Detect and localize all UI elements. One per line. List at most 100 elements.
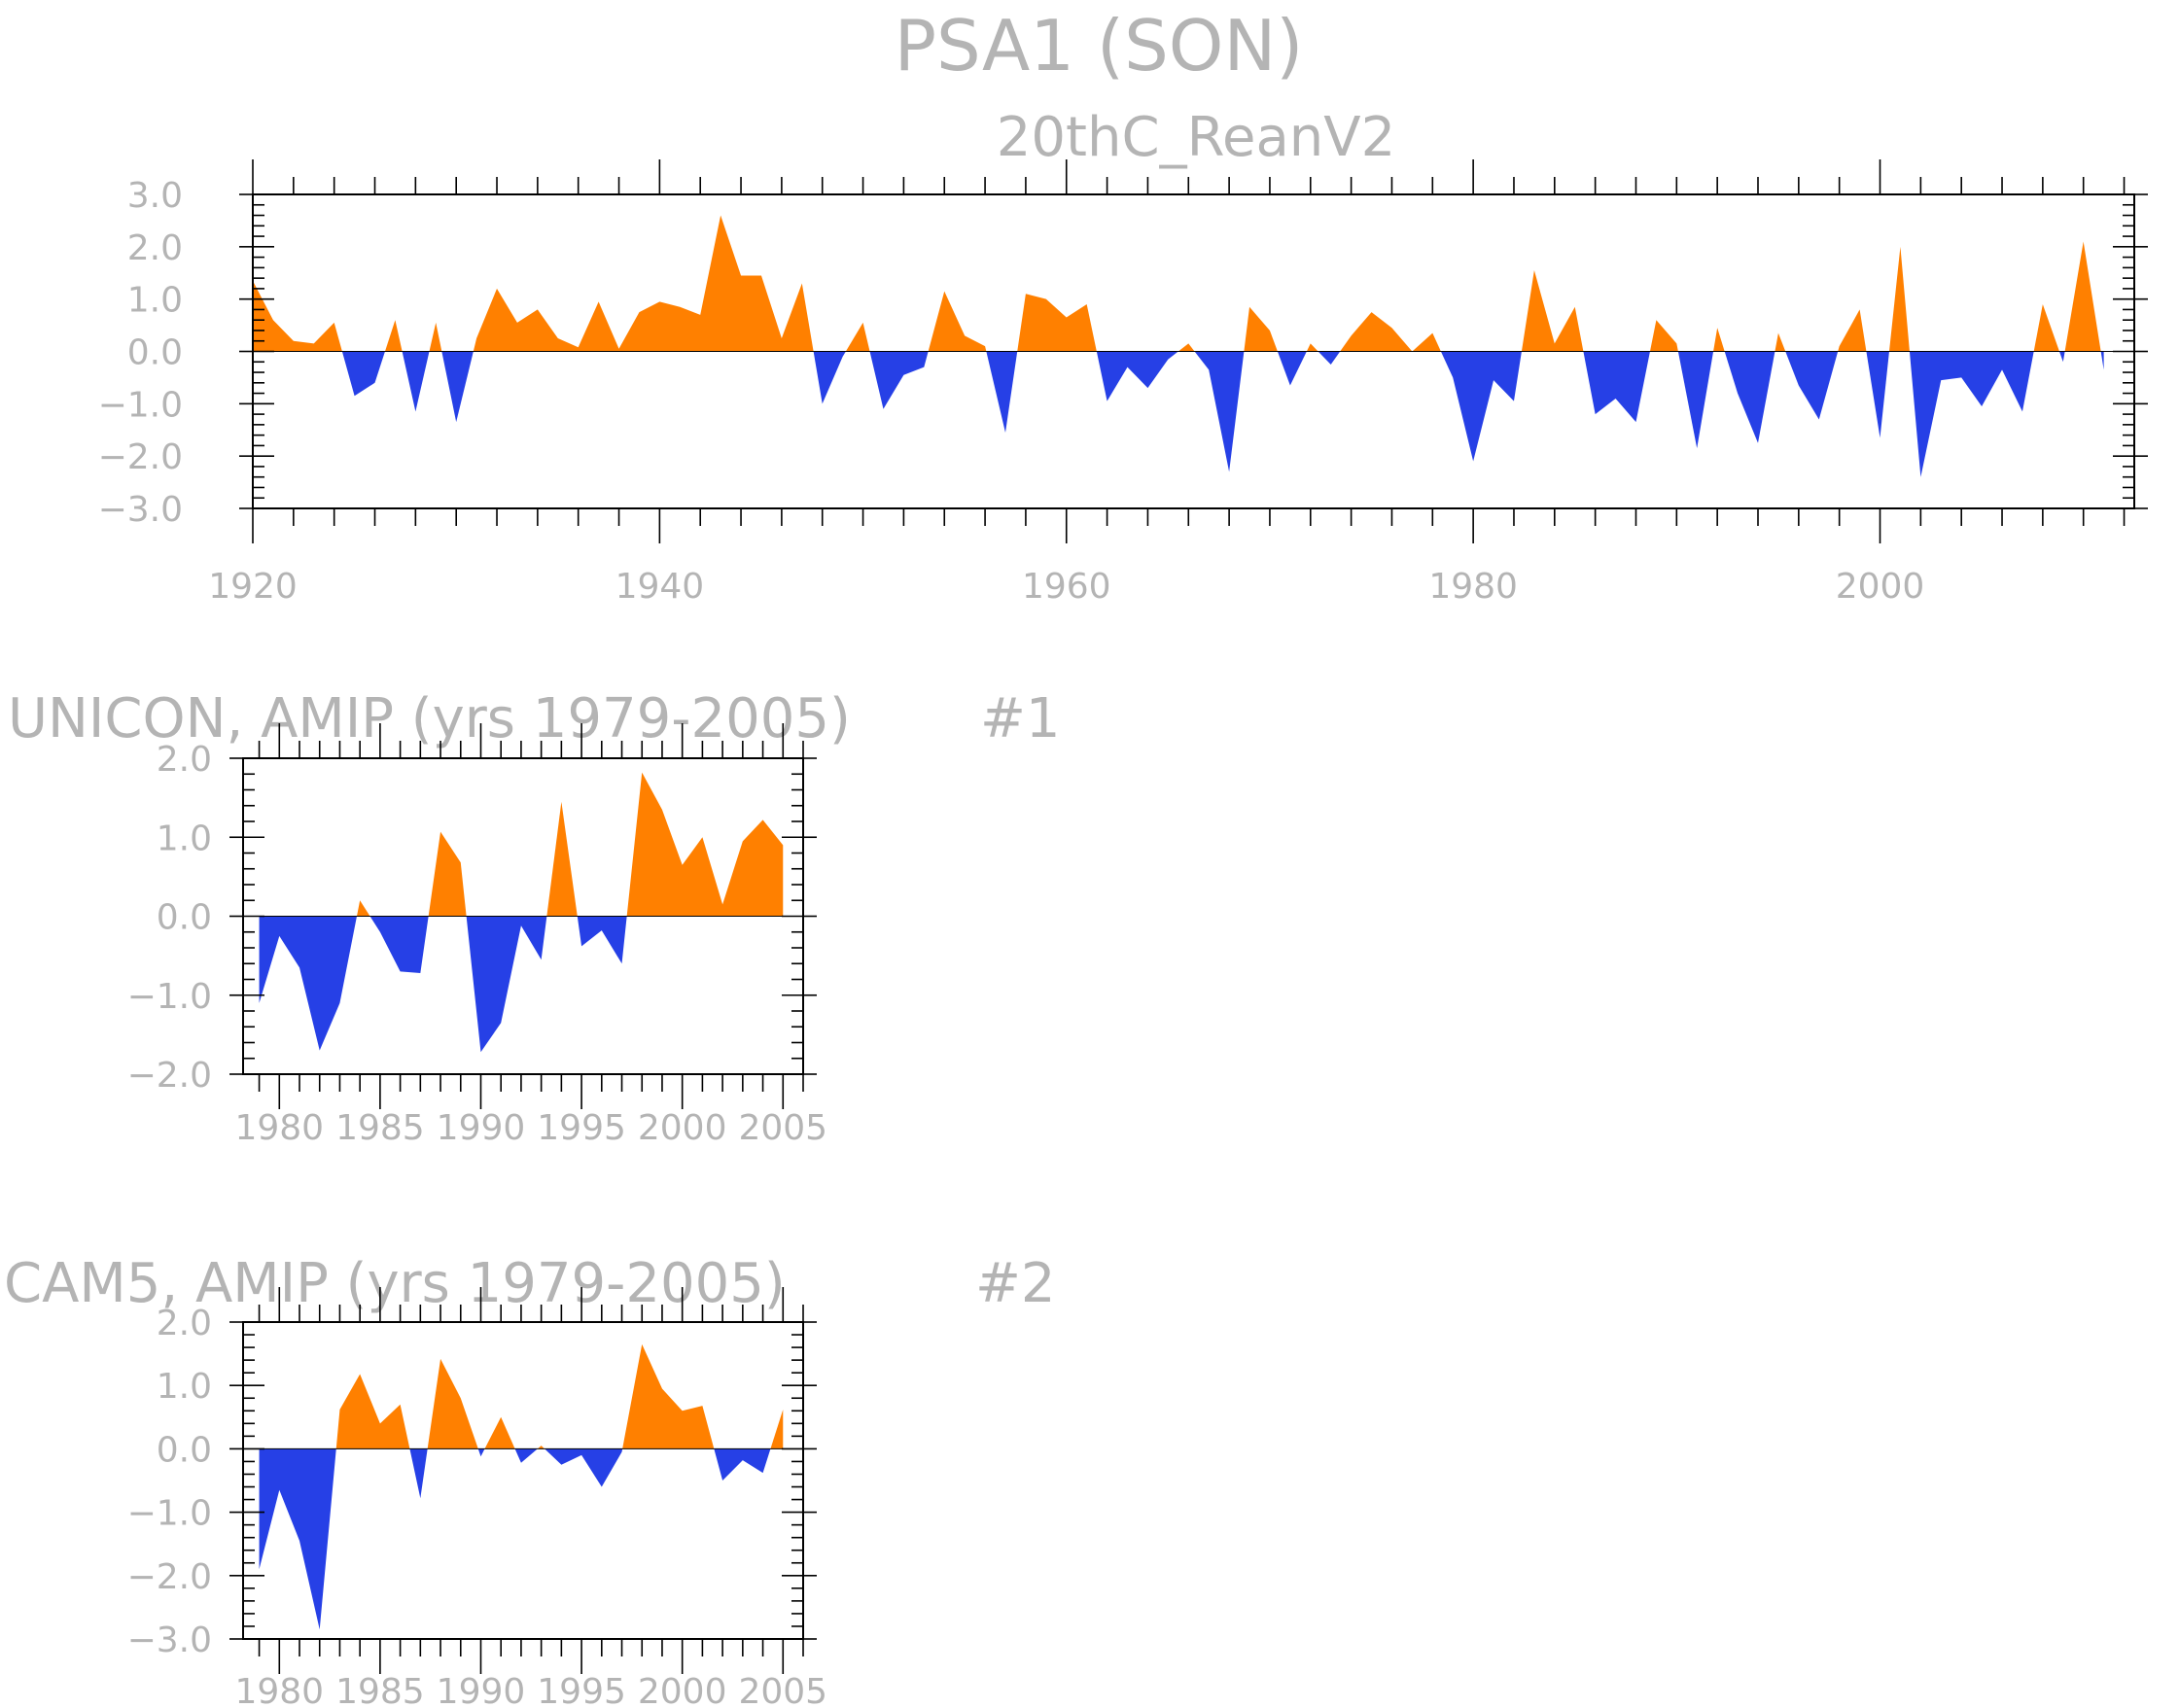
chart-panel-unicon: UNICON, AMIP (yrs 1979-2005) #1 −2.0 −1.0 0.… [8,687,1061,1148]
positive-anomaly-area [253,280,342,352]
negative-anomaly-area [1724,351,1775,443]
positive-anomaly-area [626,772,784,917]
x-tick-label: 1980 [234,1108,324,1148]
positive-anomaly-area [1340,312,1441,352]
positive-anomaly-area [335,1374,410,1449]
x-tick-label: 2000 [638,1672,727,1708]
panel-title: UNICON, AMIP (yrs 1979-2005) [8,687,851,750]
negative-anomaly-area [341,351,385,397]
y-tick-label: −1.0 [98,385,183,425]
panel-title: 20thC_ReanV2 [997,106,1395,169]
positive-anomaly-area [1713,328,1725,352]
x-tick-label: 1990 [437,1108,526,1148]
positive-anomaly-area [356,900,370,917]
positive-anomaly-area [1888,246,1910,352]
positive-anomaly-area [1306,343,1318,352]
positive-anomaly-area [546,801,578,917]
y-tick-label: 1.0 [157,819,212,858]
positive-anomaly-area [537,1446,545,1449]
positive-anomaly-area [429,322,442,352]
x-tick-label: 2005 [738,1108,827,1148]
positive-anomaly-area [473,215,814,352]
positive-anomaly-area [1775,332,1786,352]
x-tick-label: 1995 [537,1672,626,1708]
positive-anomaly-area [1244,306,1278,352]
panel-title: CAM5, AMIP (yrs 1979-2005) [4,1252,786,1315]
negative-anomaly-area [1277,351,1307,386]
negative-anomaly-area [402,351,430,412]
positive-anomaly-area [1521,270,1584,352]
x-tick-label: 1920 [208,567,298,607]
x-tick-label: 1990 [437,1672,526,1708]
x-tick-label: 1940 [615,567,705,607]
positive-anomaly-area [1017,294,1097,352]
figure-title: PSA1 (SON) [895,5,1304,87]
chart-panel-reanalysis: 20thC_ReanV2 −3.0 −2.0 −1.0 0.0 1.0 2.0 3.0 1920… [98,106,2148,607]
positive-anomaly-area [622,1343,715,1449]
negative-anomaly-area [2100,351,2104,370]
y-tick-label: 2.0 [157,740,212,780]
positive-anomaly-area [2033,304,2059,352]
x-tick-label: 2000 [638,1108,727,1148]
y-tick-label: −3.0 [98,490,183,530]
negative-anomaly-area [1866,351,1889,438]
panel-number-label: #2 [975,1252,1056,1315]
y-tick-label: −3.0 [127,1621,212,1660]
negative-anomaly-area [577,916,627,964]
chart-panel-cam5: CAM5, AMIP (yrs 1979-2005) #2 −3.0 −2.0 −1.0… [4,1252,1056,1708]
positive-anomaly-area [1838,309,1867,352]
y-tick-label: 0.0 [157,898,212,938]
y-tick-label: 0.0 [127,333,183,373]
negative-anomaly-area [409,1448,428,1499]
panel-number-label: #1 [980,687,1061,750]
plot-frame [242,1321,804,1640]
y-tick-label: 0.0 [157,1430,212,1470]
negative-anomaly-area [714,1448,771,1481]
negative-anomaly-area [1194,351,1245,472]
negative-anomaly-area [466,916,547,1053]
negative-anomaly-area [1785,351,1839,420]
positive-anomaly-area [384,320,403,352]
negative-anomaly-area [259,1448,336,1630]
x-tick-label: 2000 [1836,567,1925,607]
y-tick-label: −2.0 [127,1557,212,1597]
y-tick-label: 2.0 [127,228,183,268]
negative-anomaly-area [1583,351,1650,423]
x-tick-label: 1980 [1428,567,1518,607]
y-tick-label: −2.0 [127,1056,212,1096]
y-tick-label: 1.0 [127,281,183,321]
negative-anomaly-area [1440,351,1522,462]
y-tick-label: −1.0 [127,977,212,1017]
negative-anomaly-area [986,351,1018,433]
positive-anomaly-area [2064,241,2101,352]
positive-anomaly-area [928,291,987,352]
negative-anomaly-area [813,351,846,404]
y-tick-label: −1.0 [127,1494,212,1534]
y-tick-label: 3.0 [127,176,183,216]
negative-anomaly-area [2058,351,2065,363]
y-tick-label: 1.0 [157,1367,212,1407]
positive-anomaly-area [484,1416,515,1449]
positive-anomaly-area [770,1409,784,1449]
positive-anomaly-area [845,322,870,352]
y-tick-label: 2.0 [157,1304,212,1343]
x-tick-label: 2005 [738,1672,827,1708]
x-tick-label: 1980 [234,1672,324,1708]
positive-anomaly-area [427,1358,478,1449]
x-tick-label: 1960 [1022,567,1111,607]
negative-anomaly-area [1677,351,1714,449]
negative-anomaly-area [545,1448,623,1487]
positive-anomaly-area [1177,343,1195,352]
y-tick-label: −2.0 [98,437,183,477]
x-tick-label: 1985 [335,1672,425,1708]
positive-anomaly-area [428,831,467,917]
negative-anomaly-area [1318,351,1341,365]
positive-anomaly-area [1649,320,1678,352]
negative-anomaly-area [1096,351,1178,401]
negative-anomaly-area [477,1448,485,1457]
negative-anomaly-area [441,351,474,423]
x-tick-label: 1985 [335,1108,425,1148]
negative-anomaly-area [369,916,429,973]
negative-anomaly-area [1909,351,2034,477]
